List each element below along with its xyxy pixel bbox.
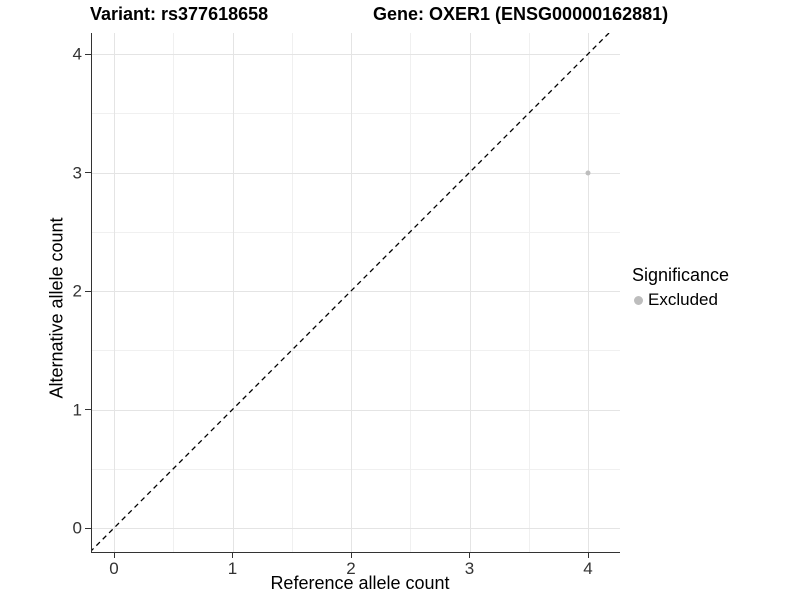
plot-panel: 0 1 2 3 4 0 1 2 3 4 [73,33,620,577]
gridline-major-h [92,54,620,55]
gridline-minor-v [410,33,412,552]
y-tick-mark [85,172,91,173]
legend-item-label: Excluded [648,290,718,309]
x-tick-mark [587,552,589,558]
legend-title: Significance [632,265,730,285]
gridline-minor-v [173,33,175,552]
gridline-minor-h [92,231,620,233]
variant-title: Variant: rs377618658 [90,4,269,24]
legend-item-excluded: Excluded [630,290,729,310]
gridline-major-v [351,33,352,552]
y-tick-mark [85,53,91,55]
x-tick-mark [113,552,115,558]
y-tick-label: 2 [72,281,82,301]
gridline-minor-h [92,113,620,115]
data-point [585,170,591,175]
gridline-major-h [92,409,620,411]
x-tick-mark [469,552,470,558]
x-tick-mark [350,552,352,558]
gridline-major-h [92,172,620,174]
gridline-major-h [92,291,620,292]
x-tick-label: 1 [227,559,238,578]
y-tick-mark [85,527,91,529]
y-tick-label: 0 [72,518,82,538]
x-tick-mark [232,552,233,558]
y-tick-label: 3 [72,163,82,182]
x-axis-title: Reference allele count [270,573,450,593]
gridline-major-v [232,33,234,552]
gridline-minor-h [92,350,620,352]
legend-dot-icon [634,295,643,305]
x-tick-label: 4 [583,559,593,578]
gridline-minor-v [291,33,293,552]
y-tick-label: 1 [72,400,82,419]
gene-title: Gene: OXER1 (ENSG00000162881) [373,4,669,24]
y-tick-label: 4 [72,44,82,64]
identity-line [92,33,610,551]
x-tick-label: 0 [109,559,119,578]
gridline-major-v [469,33,471,552]
gridline-major-v [588,33,589,552]
gridline-minor-v [528,33,530,552]
y-axis-title: Alternative allele count [46,217,67,399]
gridline-major-v [114,33,115,552]
x-tick-label: 2 [346,559,356,578]
x-tick-label: 3 [464,559,475,578]
gridline-major-h [92,528,620,529]
y-tick-mark [85,290,91,292]
y-tick-mark [85,409,91,410]
gridline-minor-h [92,468,620,470]
legend: Significance Excluded [630,265,729,310]
